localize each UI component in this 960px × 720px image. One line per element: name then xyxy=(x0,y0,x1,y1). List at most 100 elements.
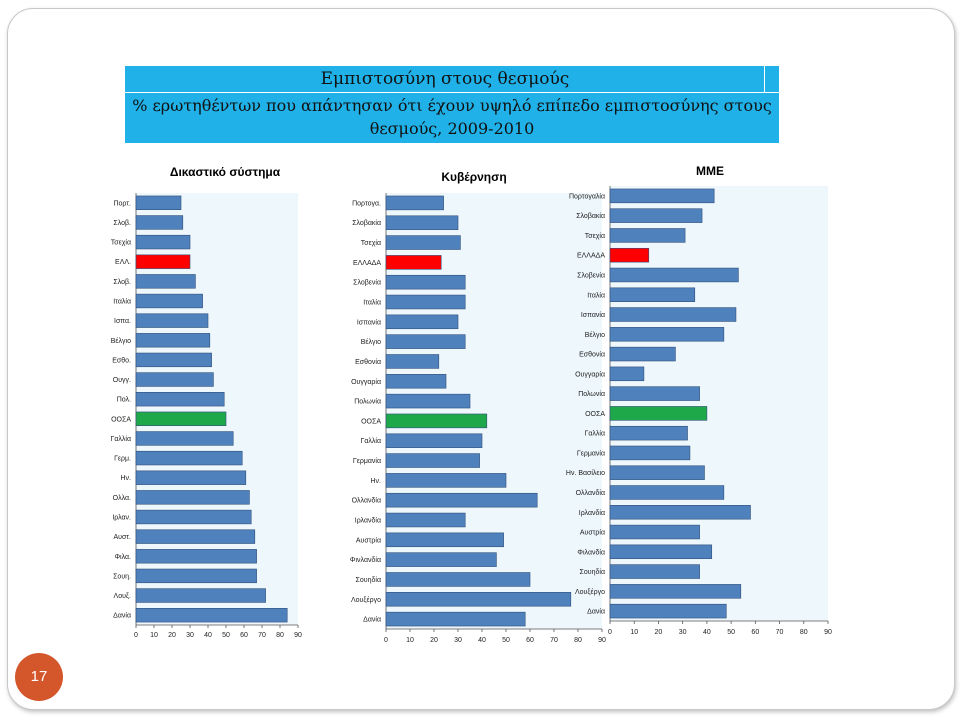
category-label: Φιλα. xyxy=(114,554,131,561)
category-label: Γαλλία xyxy=(110,435,131,443)
bar xyxy=(385,572,531,587)
category-label: Πορτογα. xyxy=(352,200,381,207)
category-label: Δανία xyxy=(113,612,131,620)
bar xyxy=(609,406,708,421)
category-label: Ισπα. xyxy=(114,318,131,325)
bar xyxy=(385,611,526,627)
bar xyxy=(135,372,214,387)
x-tick-label: 30 xyxy=(679,629,687,636)
x-tick-label: 90 xyxy=(294,632,302,639)
bar xyxy=(135,411,227,426)
bar xyxy=(385,512,466,528)
category-label: Τσεχία xyxy=(111,239,131,247)
bar xyxy=(135,549,257,564)
x-tick-label: 0 xyxy=(608,629,612,636)
category-label: Γερμανία xyxy=(577,449,605,457)
category-label: Εσθο. xyxy=(112,357,131,364)
x-tick-label: 70 xyxy=(550,637,558,644)
x-tick-label: 0 xyxy=(134,632,138,639)
x-tick-label: 90 xyxy=(598,637,606,644)
category-label: Δανία xyxy=(363,616,381,624)
bar xyxy=(135,313,209,328)
bar xyxy=(385,314,459,330)
bar xyxy=(135,293,203,309)
bar xyxy=(609,346,676,362)
bar xyxy=(385,294,466,310)
category-label: Ην. xyxy=(121,475,132,482)
category-label: Αυστ. xyxy=(113,534,131,541)
category-label: Πολ. xyxy=(117,397,131,404)
category-label: Ιρλανδία xyxy=(579,509,605,517)
bar xyxy=(385,235,461,250)
category-label: Λουξ. xyxy=(114,593,132,600)
x-tick-label: 20 xyxy=(430,637,438,644)
bar xyxy=(135,470,247,485)
category-label: Σουη. xyxy=(113,573,131,580)
category-label: Ολλα. xyxy=(113,495,131,502)
bar xyxy=(135,392,225,407)
x-tick-label: 10 xyxy=(630,629,638,636)
x-tick-label: 80 xyxy=(800,629,808,636)
bar xyxy=(609,564,700,579)
bar xyxy=(609,267,739,283)
category-label: Ουγγαρία xyxy=(575,370,605,378)
bar xyxy=(385,195,444,211)
x-tick-label: 50 xyxy=(727,629,735,636)
bar xyxy=(135,195,182,210)
bar xyxy=(385,334,466,349)
category-label: Γαλλία xyxy=(584,430,605,438)
bar xyxy=(609,307,737,322)
category-label: Φιλανδία xyxy=(577,548,605,556)
category-label: Σλοβακία xyxy=(352,219,381,227)
category-label: Λουξέργο xyxy=(351,596,381,604)
category-label: Ισπανία xyxy=(581,311,605,319)
x-tick-label: 10 xyxy=(150,632,158,639)
bar xyxy=(385,492,538,508)
category-label: ΟΟΣΑ xyxy=(361,418,381,425)
x-tick-label: 60 xyxy=(240,632,248,639)
x-tick-label: 40 xyxy=(204,632,212,639)
bar xyxy=(609,425,688,441)
bar xyxy=(609,485,725,500)
x-tick-label: 20 xyxy=(655,629,663,636)
category-label: Πολωνία xyxy=(354,398,381,406)
x-tick-label: 80 xyxy=(276,632,284,639)
bar xyxy=(609,524,700,540)
bar xyxy=(135,254,191,269)
category-label: Φινλανδία xyxy=(350,556,381,564)
category-label: Τσεχία xyxy=(361,239,381,247)
bar xyxy=(609,386,700,401)
x-tick-label: 20 xyxy=(168,632,176,639)
category-label: Σλοβενία xyxy=(353,279,381,287)
category-label: Ιταλία xyxy=(113,298,131,306)
x-tick-label: 60 xyxy=(526,637,534,644)
bar xyxy=(385,274,466,290)
category-label: Σλοβ. xyxy=(113,220,131,227)
bar xyxy=(385,354,440,369)
category-label: Αυστρία xyxy=(580,529,605,537)
category-label: Βέλγιο xyxy=(585,331,605,339)
chart-title: Κυβέρνηση xyxy=(441,170,506,184)
x-tick-label: 90 xyxy=(824,629,832,636)
bar xyxy=(135,450,243,466)
category-label: Σουηδία xyxy=(356,576,381,584)
bar xyxy=(385,215,459,230)
bar xyxy=(135,568,257,584)
chart-title: Δικαστικό σύστημα xyxy=(170,165,281,179)
category-label: Σλοβ. xyxy=(113,279,131,286)
bar xyxy=(609,327,725,342)
category-label: Δανία xyxy=(587,608,605,616)
category-label: Αυστρία xyxy=(356,536,381,544)
bar xyxy=(609,445,691,461)
bar xyxy=(135,333,211,348)
x-tick-label: 40 xyxy=(478,637,486,644)
bar xyxy=(385,552,497,567)
bar xyxy=(385,433,483,448)
category-label: Γερμ. xyxy=(114,456,131,463)
bar xyxy=(385,473,507,488)
category-label: Εσθονία xyxy=(355,358,381,366)
category-label: Πορτ. xyxy=(113,200,131,207)
bar xyxy=(609,584,742,599)
slide-title: Εμπιστοσύνη στους θεσμούς xyxy=(320,69,570,89)
